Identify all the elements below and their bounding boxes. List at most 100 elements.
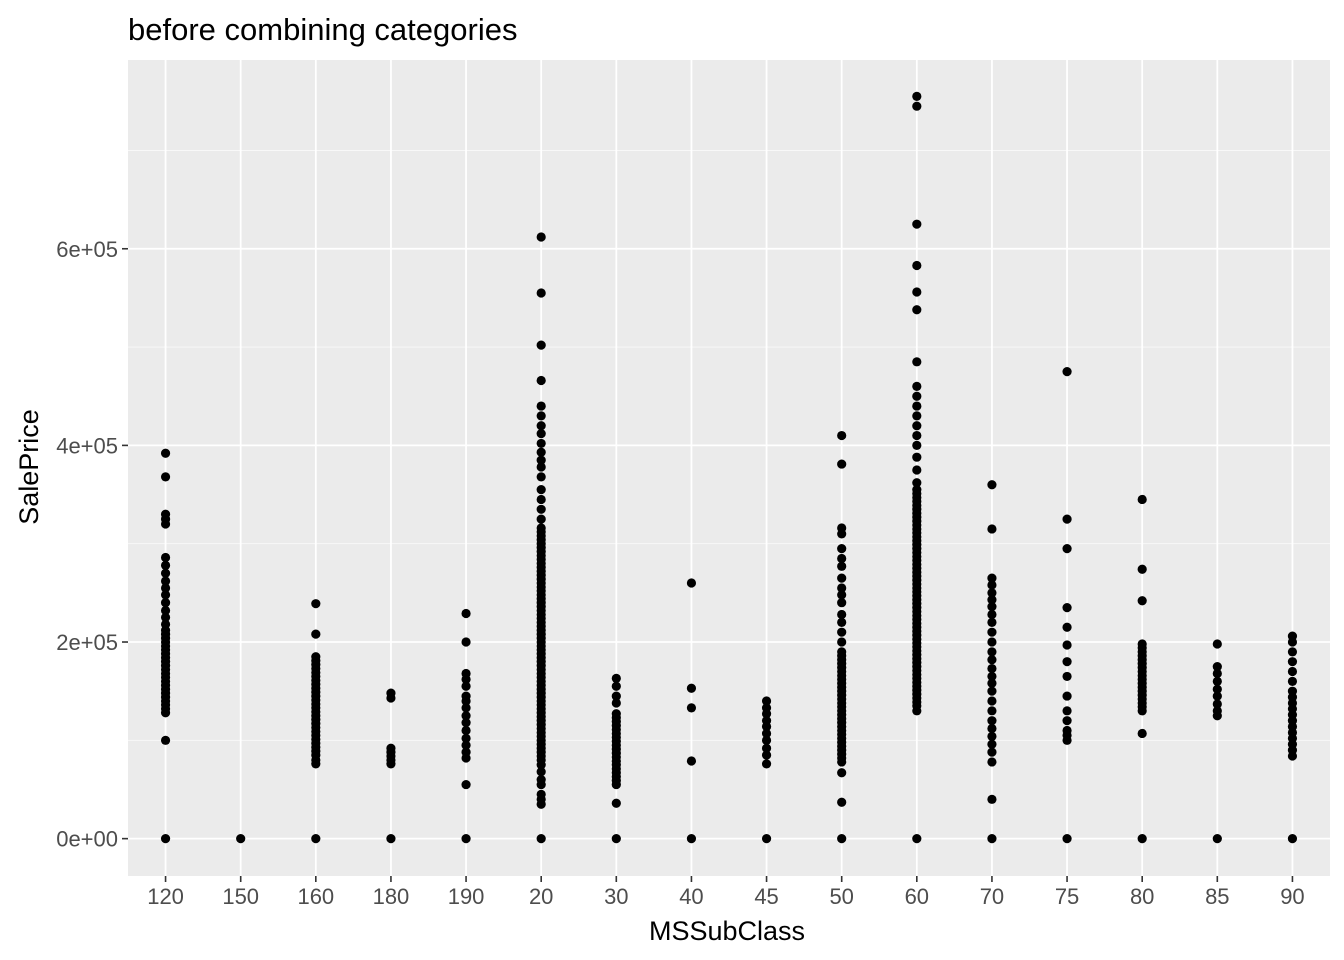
- scatter-point: [536, 494, 546, 505]
- scatter-point: [987, 834, 997, 844]
- scatter-point: [311, 652, 321, 662]
- x-tick-label: 190: [448, 884, 485, 909]
- scatter-point: [160, 590, 171, 600]
- scatter-point: [1062, 691, 1072, 701]
- scatter-point: [837, 609, 847, 620]
- scatter-point: [461, 711, 471, 721]
- scatter-point: [536, 462, 546, 472]
- x-tick-label: 30: [604, 884, 628, 909]
- scatter-point: [837, 598, 847, 608]
- y-axis-ticks: 0e+00 2e+05 4e+05 6e+05: [56, 237, 128, 852]
- scatter-point: [1212, 676, 1222, 686]
- scatter-point: [912, 485, 922, 495]
- scatter-point: [536, 472, 546, 482]
- scatter-point: [611, 681, 621, 691]
- scatter-point: [461, 696, 471, 706]
- y-tick-label: 4e+05: [56, 433, 118, 458]
- scatter-point: [912, 452, 922, 462]
- scatter-point: [761, 703, 772, 713]
- scatter-point: [1062, 367, 1072, 377]
- scatter-point: [160, 552, 171, 563]
- scatter-point: [536, 447, 546, 457]
- scatter-point: [912, 411, 922, 421]
- scatter-point: [536, 438, 546, 449]
- scatter-point: [837, 544, 847, 554]
- scatter-point: [837, 647, 847, 657]
- scatter-point: [1287, 657, 1298, 667]
- scatter-point: [1062, 603, 1072, 613]
- scatter-point: [160, 598, 171, 608]
- x-tick-label: 80: [1130, 884, 1154, 909]
- scatter-point: [987, 655, 997, 665]
- x-axis-title: MSSubClass: [649, 916, 805, 946]
- scatter-point: [987, 627, 997, 637]
- scatter-point: [160, 472, 171, 482]
- scatter-point: [987, 757, 997, 767]
- y-tick-label: 6e+05: [56, 237, 118, 262]
- scatter-point: [837, 797, 847, 807]
- x-tick-label: 20: [529, 884, 553, 909]
- y-tick-label: 0e+00: [56, 827, 118, 852]
- scatter-point: [1212, 661, 1222, 672]
- scatter-point: [761, 735, 772, 745]
- plot-panel: [128, 60, 1330, 876]
- scatter-point: [837, 583, 847, 593]
- x-tick-label: 120: [147, 884, 184, 909]
- scatter-point: [536, 232, 546, 242]
- scatter-point: [1287, 676, 1298, 686]
- scatter-point: [1287, 666, 1298, 677]
- scatter-point: [1287, 686, 1298, 696]
- scatter-point: [686, 834, 697, 844]
- scatter-point: [987, 663, 997, 674]
- scatter-point: [536, 340, 546, 350]
- scatter-point: [1062, 671, 1072, 682]
- scatter-point: [761, 759, 772, 769]
- scatter-point: [912, 421, 922, 431]
- y-tick-label: 2e+05: [56, 630, 118, 655]
- scatter-point: [1062, 725, 1072, 736]
- scatter-point: [536, 514, 546, 524]
- scatter-point: [987, 480, 997, 490]
- scatter-point: [837, 553, 847, 564]
- scatter-point: [987, 739, 997, 749]
- scatter-point: [1212, 684, 1222, 694]
- scatter-point: [1137, 494, 1147, 505]
- scatter-point: [536, 775, 546, 785]
- x-tick-label: 45: [754, 884, 778, 909]
- scatter-point: [912, 430, 922, 441]
- scatter-point: [160, 625, 171, 635]
- scatter-point: [1062, 622, 1072, 632]
- scatter-point: [1212, 639, 1222, 649]
- scatter-point: [912, 287, 922, 297]
- scatter-point: [837, 627, 847, 637]
- scatter-point: [461, 703, 471, 713]
- scatter-point: [536, 421, 546, 431]
- scatter-point: [912, 401, 922, 411]
- scatter-point: [686, 683, 697, 693]
- scatter-point: [837, 430, 847, 441]
- scatter-point: [1212, 706, 1222, 716]
- scatter-point: [837, 573, 847, 583]
- scatter-point: [987, 696, 997, 706]
- y-axis-title: SalePrice: [14, 409, 44, 525]
- scatter-point: [160, 612, 171, 623]
- scatter-point: [987, 637, 997, 647]
- scatter-point: [912, 381, 922, 391]
- scatter-point: [611, 834, 621, 844]
- scatter-point: [837, 529, 847, 539]
- scatter-point: [1287, 834, 1298, 844]
- scatter-point: [1062, 640, 1072, 650]
- scatter-point: [987, 595, 997, 605]
- scatter-point: [160, 735, 171, 745]
- scatter-point: [837, 637, 847, 647]
- x-tick-label: 60: [905, 884, 929, 909]
- x-tick-label: 150: [222, 884, 259, 909]
- scatter-point: [160, 583, 171, 593]
- scatter-point: [386, 759, 396, 769]
- scatter-point: [912, 260, 922, 271]
- chart-title: before combining categories: [128, 12, 517, 47]
- scatter-point: [987, 671, 997, 682]
- x-tick-label: 85: [1205, 884, 1229, 909]
- scatter-point: [912, 834, 922, 844]
- scatter-point: [987, 686, 997, 696]
